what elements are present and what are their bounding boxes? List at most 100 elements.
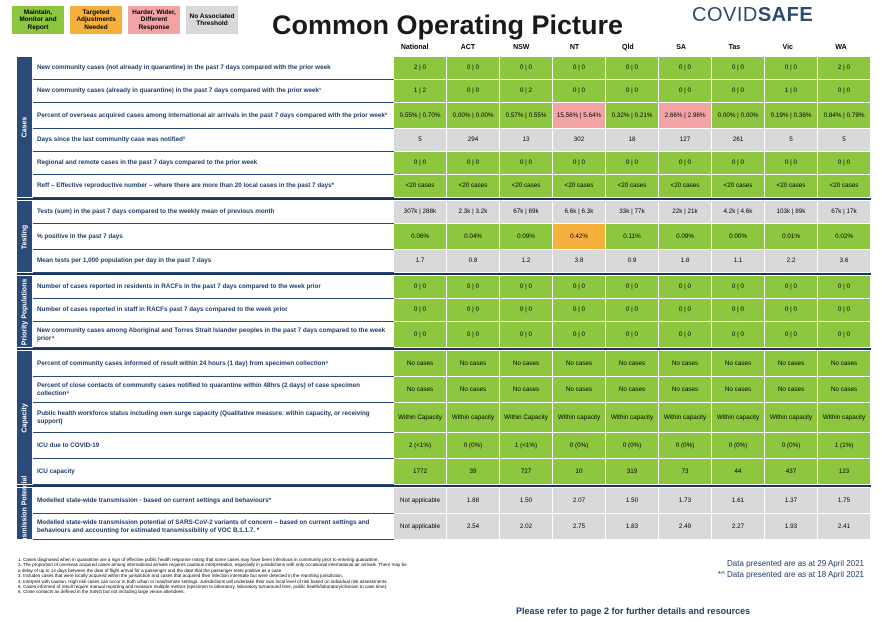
table-row: Mean tests per 1,000 population per day … bbox=[17, 249, 871, 273]
metric-cell: 0 | 0 bbox=[605, 151, 659, 175]
metric-cell: Within Capacity bbox=[499, 402, 553, 433]
metric-cell: 67k | 69k bbox=[499, 200, 553, 224]
table-row: ICU capacity 1772 39 727 10 319 73 44 437 123 bbox=[17, 458, 871, 485]
brand-logo: COVIDSAFE bbox=[692, 4, 813, 27]
metric-cell: No cases bbox=[817, 350, 871, 377]
metric-cell: 0 | 0 bbox=[446, 275, 500, 299]
metric-cell: 0 | 0 bbox=[658, 298, 712, 322]
metric-cell: <20 cases bbox=[764, 174, 818, 198]
metric-cell: 0 | 0 bbox=[499, 56, 553, 80]
metric-cell: Within Capacity bbox=[393, 402, 447, 433]
column-header: National bbox=[400, 44, 429, 51]
metric-cell: 0 | 0 bbox=[393, 275, 447, 299]
metric-cell: 5 bbox=[764, 128, 818, 152]
metric-cell: 73 bbox=[658, 458, 712, 485]
metric-cell: 0 | 0 bbox=[711, 151, 765, 175]
metric-cell: 1772 bbox=[393, 458, 447, 485]
metric-cell: No cases bbox=[711, 350, 765, 377]
metric-cell: 5 bbox=[817, 128, 871, 152]
metric-cell: No cases bbox=[764, 376, 818, 403]
table-row: ICU due to COVID-19 2 (<1%) 0 (0%) 1 (<1%) 0… bbox=[17, 432, 871, 459]
metric-cell: 0 | 0 bbox=[552, 298, 606, 322]
metric-cell: 0 | 0 bbox=[711, 275, 765, 299]
section-label: Capacity bbox=[16, 350, 33, 485]
metric-cell: 0 | 0 bbox=[658, 56, 712, 80]
section-label: Cases bbox=[16, 56, 33, 198]
metric-cell: <20 cases bbox=[393, 174, 447, 198]
metric-cell: 18 bbox=[605, 128, 659, 152]
metric-cell: Within capacity bbox=[711, 402, 765, 433]
metric-cell: No cases bbox=[605, 350, 659, 377]
metric-cell: 1.61 bbox=[711, 487, 765, 514]
metric-cell: 1.83 bbox=[605, 513, 659, 540]
metric-cell: 0.42% bbox=[552, 223, 606, 250]
metric-cell: 0 | 0 bbox=[499, 298, 553, 322]
metric-cell: No cases bbox=[764, 350, 818, 377]
table-row: % positive in the past 7 days 0.06% 0.04% 0… bbox=[17, 223, 871, 250]
table-row: Testing Tests (sum) in the past 7 days co… bbox=[16, 200, 871, 273]
metric-cell: 0.01% bbox=[764, 223, 818, 250]
column-header: WA bbox=[835, 44, 847, 51]
metric-cell: 0 | 0 bbox=[499, 321, 553, 348]
column-header: Tas bbox=[728, 44, 741, 51]
metric-cell: 0 (0%) bbox=[764, 432, 818, 459]
metric-cell: 0 | 0 bbox=[446, 56, 500, 80]
metric-cell: 1.7 bbox=[393, 249, 447, 273]
metric-cell: 2.27 bbox=[711, 513, 765, 540]
footnote: 3. Includes cases that were locally acqu… bbox=[18, 573, 344, 579]
table-row: Capacity Percent of community cases infor… bbox=[16, 350, 871, 485]
row-label: Reff – Effective reproductive number – w… bbox=[32, 174, 394, 198]
table-row: Public health workforce status including… bbox=[17, 402, 871, 433]
metric-cell: Within capacity bbox=[446, 402, 500, 433]
metric-cell: 0 | 0 bbox=[446, 298, 500, 322]
metric-cell: Within capacity bbox=[552, 402, 606, 433]
metric-cell: 13 bbox=[499, 128, 553, 152]
table-row: Days since the last community case was n… bbox=[17, 128, 871, 152]
metric-cell: 1.50 bbox=[499, 487, 553, 514]
section-label-text: Capacity bbox=[21, 402, 28, 433]
metric-cell: No cases bbox=[658, 376, 712, 403]
footnote: 4. Interpret with caution. High risk cas… bbox=[18, 578, 388, 584]
footnote: 1. Cases diagnosed when in quarantine ar… bbox=[18, 557, 379, 562]
metric-cell: 261 bbox=[711, 128, 765, 152]
metric-cell: 22k | 21k bbox=[658, 200, 712, 224]
column-header: Vic bbox=[782, 44, 793, 51]
metric-cell: 1 (<1%) bbox=[499, 432, 553, 459]
metric-cell: 1.73 bbox=[658, 487, 712, 514]
metric-cell: <20 cases bbox=[658, 174, 712, 198]
metric-cell: 0 | 0 bbox=[605, 321, 659, 348]
data-date-secondary: *^ Data presented are as at 18 April 202… bbox=[717, 569, 864, 579]
row-label: Modelled state-wide transmission - based… bbox=[32, 487, 394, 514]
table-row: Percent of overseas acquired cases among… bbox=[17, 102, 871, 129]
table-row: Modelled state-wide transmission potenti… bbox=[17, 513, 871, 540]
metric-cell: 0.55% | 0.70% bbox=[393, 102, 447, 129]
table-row: Priority Populations Number of cases repo… bbox=[16, 275, 871, 348]
metric-cell: 0 | 0 bbox=[658, 321, 712, 348]
metric-cell: No cases bbox=[552, 376, 606, 403]
footnote: 5. Cases informed of result require manu… bbox=[18, 584, 388, 590]
metric-cell: 0.09% bbox=[499, 223, 553, 250]
metric-cell: Within capacity bbox=[817, 402, 871, 433]
metric-cell: No cases bbox=[552, 350, 606, 377]
metric-cell: 2.54 bbox=[446, 513, 500, 540]
metric-cell: 127 bbox=[658, 128, 712, 152]
table-row: Cases New community cases (not already in… bbox=[16, 56, 871, 198]
metric-cell: 0 | 0 bbox=[764, 321, 818, 348]
metric-cell: 1.8 bbox=[658, 249, 712, 273]
metric-cell: 39 bbox=[446, 458, 500, 485]
metric-cell: 1 | 0 bbox=[764, 79, 818, 103]
refer-link[interactable]: Please refer to page 2 for further detai… bbox=[516, 606, 751, 616]
metric-cell: 123 bbox=[817, 458, 871, 485]
metric-cell: 0.06% bbox=[393, 223, 447, 250]
metric-cell: 0 | 0 bbox=[711, 56, 765, 80]
metric-cell: 0.9 bbox=[605, 249, 659, 273]
metric-cell: 0 | 0 bbox=[446, 79, 500, 103]
table-row: Transmission Potential Modelled state-wid… bbox=[16, 475, 871, 552]
metric-cell: 2 | 0 bbox=[817, 56, 871, 80]
metric-cell: 2.49 bbox=[658, 513, 712, 540]
row-label: Mean tests per 1,000 population per day … bbox=[32, 249, 394, 273]
metric-cell: Within capacity bbox=[658, 402, 712, 433]
metric-cell: 0.19% | 0.36% bbox=[764, 102, 818, 129]
brand-part-covid: COVID bbox=[692, 4, 758, 26]
row-label: Regional and remote cases in the past 7 … bbox=[32, 151, 394, 175]
